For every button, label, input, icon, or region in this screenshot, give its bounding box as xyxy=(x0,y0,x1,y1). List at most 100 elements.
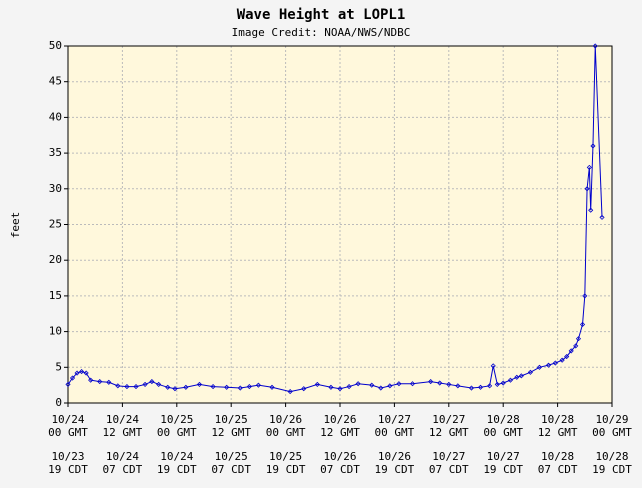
x-tick-label: 10/25 00 GMT xyxy=(156,413,197,439)
data-point xyxy=(387,383,393,389)
data-point xyxy=(369,382,375,388)
x-tick-label: 10/27 12 GMT xyxy=(428,413,469,439)
y-tick-label: 5 xyxy=(55,360,62,373)
data-point xyxy=(477,384,484,390)
data-point xyxy=(552,360,558,366)
data-point xyxy=(437,380,443,386)
x2-tick-label: 10/24 19 CDT xyxy=(156,450,197,476)
y-tick-label: 15 xyxy=(49,289,62,302)
data-point xyxy=(115,383,121,389)
x2-tick-label: 10/28 07 CDT xyxy=(537,450,578,476)
x-tick-label: 10/24 00 GMT xyxy=(48,413,88,439)
data-point xyxy=(592,43,598,49)
data-point xyxy=(428,379,434,385)
data-point xyxy=(355,381,361,387)
x-tick-label: 10/24 12 GMT xyxy=(102,413,143,439)
x-tick-label: 10/25 12 GMT xyxy=(211,413,252,439)
data-point xyxy=(65,381,71,388)
data-point xyxy=(69,375,76,381)
y-tick-label: 25 xyxy=(49,218,62,231)
data-point xyxy=(588,207,594,213)
data-point xyxy=(590,143,596,149)
data-point xyxy=(514,374,520,380)
x-tick-label: 10/28 00 GMT xyxy=(483,413,524,439)
y-tick-label: 50 xyxy=(49,39,62,52)
x2-tick-label: 10/23 19 CDT xyxy=(48,450,88,476)
data-point xyxy=(314,381,320,388)
data-point xyxy=(564,354,570,360)
data-point xyxy=(584,186,590,192)
x2-tick-label: 10/25 19 CDT xyxy=(265,450,306,476)
data-point xyxy=(527,369,533,375)
y-tick-label: 35 xyxy=(49,146,62,159)
data-point xyxy=(559,357,565,363)
data-point xyxy=(124,384,130,390)
data-point xyxy=(378,385,384,391)
x-tick-label: 10/26 12 GMT xyxy=(320,413,360,439)
data-point xyxy=(446,381,452,388)
data-point xyxy=(518,373,524,379)
x-tick-label: 10/27 00 GMT xyxy=(374,413,415,439)
data-point xyxy=(507,377,514,383)
data-point xyxy=(599,214,605,220)
data-point xyxy=(196,381,203,388)
data-point xyxy=(172,386,178,392)
data-point xyxy=(545,362,552,368)
x2-tick-label: 10/26 19 CDT xyxy=(374,450,415,476)
data-point xyxy=(210,384,216,390)
y-axis-label: feet xyxy=(9,212,22,239)
plot-frame xyxy=(67,45,613,404)
data-point xyxy=(455,383,461,389)
data-point xyxy=(409,381,416,387)
x2-tick-label: 10/27 19 CDT xyxy=(483,450,524,476)
data-point xyxy=(165,384,171,390)
data-point xyxy=(269,384,275,390)
data-point xyxy=(582,293,588,299)
x2-tick-label: 10/24 07 CDT xyxy=(102,450,143,476)
data-point xyxy=(575,336,582,342)
data-point xyxy=(287,389,293,395)
data-point xyxy=(586,164,592,170)
x-tick-label: 10/29 00 GMT xyxy=(592,413,632,439)
data-point xyxy=(88,377,94,383)
data-point xyxy=(494,381,500,388)
data-point xyxy=(237,385,243,391)
data-point xyxy=(224,384,230,390)
x2-tick-label: 10/28 19 CDT xyxy=(592,450,632,476)
data-point xyxy=(328,384,334,390)
data-point xyxy=(83,370,89,376)
y-tick-label: 20 xyxy=(49,253,62,266)
x2-tick-label: 10/25 07 CDT xyxy=(211,450,252,476)
chart-title: Wave Height at LOPL1 xyxy=(237,7,406,23)
data-point xyxy=(79,369,85,375)
data-point xyxy=(106,379,112,385)
data-point xyxy=(487,383,493,389)
y-tick-label: 30 xyxy=(49,182,62,195)
data-point xyxy=(396,381,402,387)
data-point xyxy=(183,384,189,390)
data-point xyxy=(255,382,261,388)
chart-subtitle: Image Credit: NOAA/NWS/NDBC xyxy=(232,26,411,39)
y-tick-label: 45 xyxy=(49,75,62,88)
data-point xyxy=(133,384,139,390)
data-point xyxy=(346,384,352,390)
x-tick-label: 10/28 12 GMT xyxy=(537,413,578,439)
data-point xyxy=(536,364,543,370)
data-point xyxy=(500,380,506,386)
data-point xyxy=(301,386,307,392)
data-point xyxy=(573,343,579,349)
data-point xyxy=(579,321,586,328)
x-tick-label: 10/26 00 GMT xyxy=(265,413,306,439)
data-point xyxy=(568,348,574,354)
data-point xyxy=(74,370,80,376)
y-tick-label: 10 xyxy=(49,325,62,338)
data-point xyxy=(246,384,252,390)
x2-tick-label: 10/26 07 CDT xyxy=(320,450,360,476)
x2-tick-label: 10/27 07 CDT xyxy=(428,450,469,476)
data-point xyxy=(156,381,162,388)
data-point xyxy=(142,381,148,388)
data-point xyxy=(468,385,475,391)
y-tick-label: 40 xyxy=(49,110,62,123)
